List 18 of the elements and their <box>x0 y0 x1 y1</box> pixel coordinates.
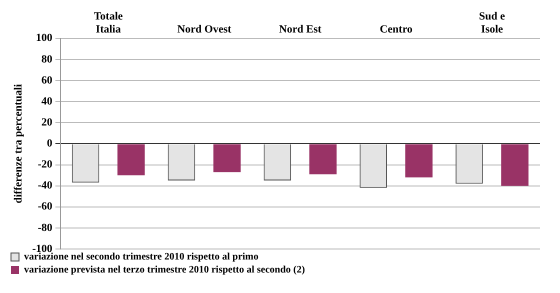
x-tick-label: Nord Est <box>278 24 322 36</box>
y-tick-label: -80 <box>38 222 53 234</box>
y-tick-label: 80 <box>41 53 53 66</box>
y-axis-title: differenze tra percentuali <box>12 84 24 204</box>
y-tick-label: -60 <box>38 200 53 213</box>
x-tick-label: Sud e Isole <box>479 10 506 36</box>
legend-label: variazione prevista nel terzo trimestre 2010 rispetto al secondo (2) <box>24 264 305 276</box>
y-tick-label: 100 <box>36 32 53 44</box>
x-tick-label: Nord Ovest <box>177 24 232 36</box>
y-tick-label: 0 <box>46 138 53 150</box>
x-tick-label: Totale Italia <box>94 10 123 36</box>
y-tick-label: -40 <box>38 180 53 192</box>
legend-label: variazione nel secondo trimestre 2010 rispetto al primo <box>24 252 258 263</box>
x-tick-label: Centro <box>380 24 413 36</box>
y-tick-label: 40 <box>41 95 53 108</box>
y-tick-label: 60 <box>41 74 53 86</box>
y-tick-label: -20 <box>38 158 53 171</box>
y-tick-label: 20 <box>41 116 53 128</box>
